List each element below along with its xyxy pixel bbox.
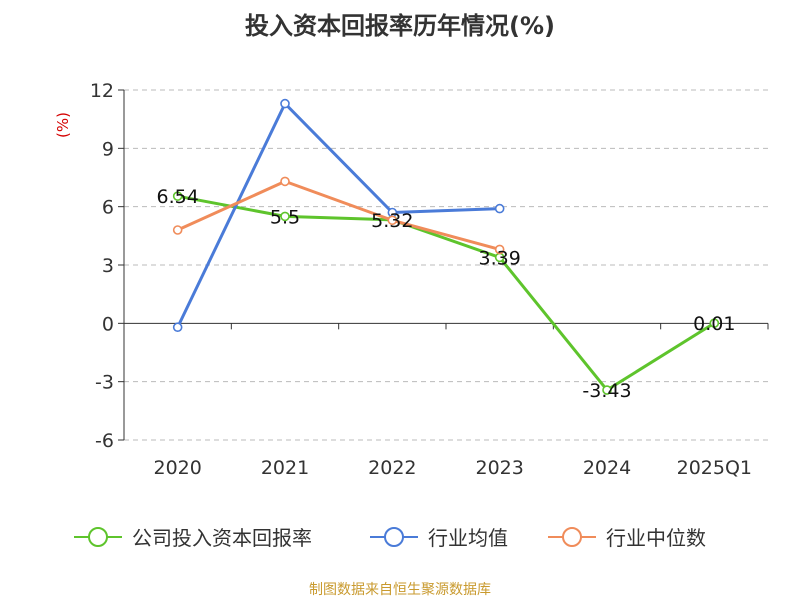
x-tick-label: 2021: [261, 457, 309, 479]
data-point: [280, 176, 290, 187]
legend-item[interactable]: 公司投入资本回报率: [74, 526, 312, 550]
data-point: [494, 203, 505, 214]
series-line: [176, 102, 500, 328]
legend-marker: [562, 527, 582, 547]
y-tick-label: 6: [102, 197, 114, 219]
y-tick-label: 9: [102, 138, 114, 160]
source-note: 制图数据来自恒生聚源数据库: [309, 582, 491, 598]
legend-label: 行业均值: [428, 526, 508, 550]
y-tick-label: 12: [90, 80, 114, 102]
legend[interactable]: 公司投入资本回报率 行业均值 行业中位数: [74, 526, 706, 550]
data-label: -3.43: [582, 380, 631, 402]
chart-title: 投入资本回报率历年情况(%): [245, 12, 555, 40]
series-line: [177, 194, 716, 392]
data-point: [172, 225, 183, 235]
data-labels: 6.54 5.5 5.32 3.39 -3.43 0.01: [157, 186, 736, 402]
series-lines: [172, 98, 720, 395]
legend-item[interactable]: 行业中位数: [548, 526, 706, 550]
data-point: [280, 211, 290, 222]
data-label: 5.5: [270, 206, 300, 228]
legend-marker: [384, 527, 404, 547]
legend-marker: [88, 527, 108, 547]
x-tick-label: 2025Q1: [677, 457, 752, 479]
x-tick-label: 2022: [368, 457, 416, 479]
data-label: 0.01: [693, 313, 735, 335]
data-label: 6.54: [157, 186, 199, 208]
axes: 12 9 6 3 0 -3 -6 2020 2021 2022 2023 2024 2025Q1: [90, 80, 769, 479]
legend-label: 行业中位数: [606, 526, 706, 550]
grid-lines: [124, 89, 768, 441]
data-point: [494, 244, 505, 255]
data-point: [709, 318, 720, 328]
series-line: [177, 179, 501, 251]
y-tick-label: 0: [102, 313, 114, 335]
data-point: [172, 191, 183, 201]
x-tick-label: 2024: [583, 457, 631, 479]
legend-label: 公司投入资本回报率: [132, 526, 312, 550]
data-label: 3.39: [479, 247, 521, 269]
data-label: 5.32: [371, 210, 413, 232]
x-tick-label: 2023: [475, 457, 523, 479]
y-axis-unit: (%): [54, 112, 72, 138]
y-tick-label: 3: [102, 255, 114, 277]
y-tick-label: -6: [95, 430, 114, 452]
legend-item[interactable]: 行业均值: [370, 526, 508, 550]
x-tick-label: 2020: [153, 457, 201, 479]
data-point: [280, 98, 290, 109]
data-point: [172, 322, 183, 333]
y-tick-label: -3: [95, 372, 114, 394]
data-point: [602, 385, 612, 395]
data-point: [387, 215, 398, 226]
